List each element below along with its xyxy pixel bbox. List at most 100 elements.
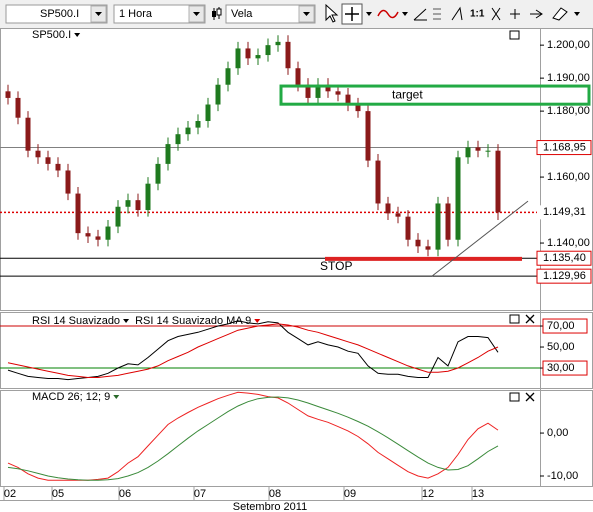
- y-tick-label: -10,00: [547, 470, 578, 482]
- price-level-label: 1.135,40: [543, 252, 586, 264]
- candle-body: [485, 150, 491, 152]
- price-level-label: 1.129,96: [543, 270, 586, 282]
- target-label: target: [392, 87, 423, 101]
- tool-arrow: [574, 12, 580, 16]
- candle-body: [255, 55, 261, 59]
- period-text: 1 Hora: [119, 8, 153, 20]
- style-combo[interactable]: [225, 4, 316, 24]
- y-tick-label: 0,00: [547, 427, 568, 439]
- zoom-text[interactable]: 1:1: [470, 9, 485, 20]
- candle-body: [75, 193, 81, 234]
- price-level-box: [536, 268, 592, 284]
- candle-body: [405, 216, 411, 240]
- levels-tool[interactable]: [433, 8, 441, 20]
- trendline: [431, 200, 529, 277]
- price-level-box: [536, 140, 592, 156]
- indicator-tool[interactable]: [377, 9, 399, 19]
- candle-body: [425, 246, 431, 250]
- candle-body: [195, 121, 201, 128]
- maximize-button[interactable]: [509, 30, 520, 40]
- candle-body: [475, 147, 481, 151]
- candle-body: [225, 68, 231, 85]
- candle-body: [185, 127, 191, 135]
- x-tick-label: 05: [52, 488, 64, 500]
- x-tick-label: 09: [344, 488, 356, 500]
- maximize-button[interactable]: [509, 392, 520, 402]
- candle-body: [295, 68, 301, 85]
- candle-body: [55, 163, 61, 171]
- legend-entry: RSI 14 Suavizado MA 9: [135, 315, 251, 327]
- candle-body: [265, 45, 271, 56]
- legend-entry: MACD 26; 12; 9: [32, 391, 110, 403]
- candle-icon: [212, 7, 222, 20]
- scale-tool[interactable]: [491, 7, 501, 21]
- candle-body: [445, 203, 451, 240]
- candle-body: [165, 144, 171, 164]
- tool-arrow: [402, 12, 408, 16]
- symbol-combo[interactable]: [5, 4, 108, 24]
- candle-body: [285, 41, 291, 69]
- target-box: [279, 84, 591, 106]
- candle-body: [125, 200, 131, 207]
- candle-body: [335, 91, 341, 95]
- candle-body: [375, 160, 381, 204]
- crosshair-icon: [345, 7, 359, 21]
- candle-body: [105, 226, 111, 240]
- candle-body: [205, 104, 211, 122]
- close-button[interactable]: [525, 392, 535, 402]
- candle-body: [355, 104, 361, 112]
- plot-area: [0, 35, 540, 481]
- price-level-box: [536, 250, 592, 266]
- candle-body: [215, 84, 221, 105]
- maximize-button[interactable]: [509, 314, 520, 324]
- x-axis-title: Setembro 2011: [233, 501, 307, 512]
- x-tick-label: 08: [269, 488, 281, 500]
- candle-body: [325, 84, 331, 92]
- x-tick-label: 06: [119, 488, 131, 500]
- period-combo[interactable]: [113, 4, 206, 24]
- candle-body: [45, 157, 51, 164]
- shift-tool[interactable]: [530, 9, 543, 19]
- candle-body: [305, 84, 311, 98]
- close-button[interactable]: [525, 314, 535, 324]
- indicator-line: [7, 323, 499, 378]
- y-tick-label: 70,00: [547, 320, 575, 332]
- eraser-tool[interactable]: [552, 7, 568, 21]
- candle-body: [275, 41, 281, 46]
- price-level-box: [537, 205, 591, 220]
- tick-box: [542, 360, 588, 376]
- dropdown-arrow: [254, 319, 261, 323]
- x-tick-label: 02: [4, 488, 16, 500]
- candle-body: [35, 150, 41, 158]
- candle-body: [135, 200, 141, 211]
- candle-body: [385, 203, 391, 214]
- candle-body: [455, 157, 461, 240]
- candle-body: [495, 150, 501, 213]
- candle-body: [25, 117, 31, 151]
- y-tick-label: 1.200,00: [547, 39, 590, 51]
- cursor-tool[interactable]: [325, 3, 339, 23]
- x-tick-label: 13: [472, 488, 484, 500]
- dropdown-arrow: [123, 319, 130, 323]
- candle-body: [65, 170, 71, 194]
- line-tool[interactable]: [413, 8, 427, 21]
- y-tick-label: 50,00: [547, 341, 575, 353]
- dropdown-arrow: [74, 33, 81, 37]
- legend-entry: RSI 14 Suavizado: [32, 315, 120, 327]
- y-tick-label: 1.180,00: [547, 105, 590, 117]
- candle-body: [465, 147, 471, 158]
- y-tick-label: 30,00: [547, 362, 575, 374]
- candle-body: [15, 97, 21, 118]
- candle-body: [155, 163, 161, 184]
- candle-body: [415, 239, 421, 247]
- candle-body: [395, 213, 401, 217]
- combo-arrow: [193, 12, 200, 16]
- price-level-label: 1.149,31: [543, 206, 586, 218]
- draw-tool[interactable]: [451, 6, 463, 21]
- candle-body: [115, 206, 121, 227]
- zoom-tool[interactable]: [510, 9, 520, 19]
- candle-body: [365, 111, 371, 161]
- stop-label: STOP: [320, 259, 352, 273]
- y-tick-label: 1.140,00: [547, 237, 590, 249]
